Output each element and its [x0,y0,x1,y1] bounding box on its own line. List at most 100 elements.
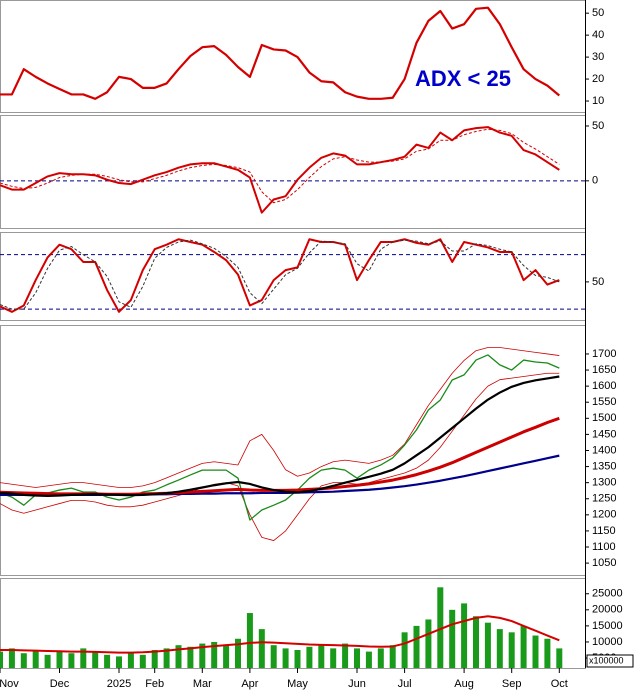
y-tick-label: 50 [592,120,604,132]
volume-bar [92,651,99,668]
volume-bar [389,645,396,668]
volume-bar [294,650,301,668]
y-tick-label: 1550 [592,396,616,408]
volume-bar [104,654,111,668]
series-line [0,375,560,497]
x-tick-label: Jul [398,678,412,690]
series-line [0,239,560,310]
y-tick-label: 30 [592,51,604,63]
volume-bar [401,632,408,668]
x-tick-label: Feb [145,678,164,690]
volume-bar [282,648,289,668]
volume-bar [270,645,277,668]
x-tick-label: Sep [502,678,522,690]
y-tick-label: 20 [592,73,604,85]
volume-bar [496,629,503,668]
y-tick-label: 25000 [592,588,623,600]
y-tick-label: 15000 [592,620,623,632]
y-tick-label: 0 [592,175,598,187]
x-tick-label: 2025 [107,678,131,690]
volume-bar [8,648,15,668]
volume-bar [187,646,194,668]
y-tick-label: 20000 [592,604,623,616]
volume-bar [20,653,27,668]
volume-bar [80,648,87,668]
volume-bar [532,635,539,668]
unit-label: x100000 [589,655,624,665]
y-tick-label: 10000 [592,636,623,648]
series-line [0,372,560,541]
x-tick-label: Oct [551,678,568,690]
y-tick-label: 1300 [592,477,616,489]
series-line [0,615,560,654]
volume-bar [330,648,337,668]
x-tick-label: Aug [454,678,474,690]
volume-bar [520,625,527,668]
volume-bar [246,613,253,668]
y-tick-label: 1150 [592,525,616,537]
volume-bar [175,645,182,668]
y-tick-label: 1200 [592,509,616,521]
y-tick-label: 1100 [592,541,616,553]
x-tick-label: Nov [0,678,19,690]
volume-bar [306,646,313,668]
volume-bar [151,650,158,668]
volume-bar [223,645,230,668]
annotation: ADX < 25 [415,66,511,91]
volume-bar [68,653,75,668]
x-tick-label: Apr [241,678,258,690]
y-tick-label: 1650 [592,364,616,376]
volume-bar [0,651,3,668]
volume-bar [461,603,468,668]
y-tick-label: 1050 [592,557,616,569]
y-tick-label: 1250 [592,493,616,505]
volume-bar [116,656,122,668]
unit-box [586,654,634,668]
volume-bar [211,641,218,668]
series-line [0,6,561,100]
y-tick-label: 1350 [592,460,616,472]
volume-bar [44,654,51,668]
series-line [0,238,560,313]
y-tick-label: 40 [592,29,604,41]
volume-bar [258,629,265,668]
series-line [0,126,560,214]
panel [0,0,586,113]
y-tick-label: 1600 [592,380,616,392]
volume-bar [484,622,491,668]
x-tick-label: Mar [193,678,212,690]
y-tick-label: 1450 [592,428,616,440]
volume-bar [235,638,241,668]
y-tick-label: 50 [592,276,604,288]
x-tick-label: Dec [50,678,70,690]
y-tick-label: 1400 [592,444,616,456]
volume-bar [163,648,170,668]
volume-bar [127,653,134,668]
y-tick-label: 1500 [592,412,616,424]
y-tick-label: 50 [592,7,604,19]
series-line [0,347,560,488]
series-line [0,354,560,521]
volume-bar [544,638,551,668]
volume-bar [139,654,146,668]
x-tick-label: May [287,678,308,690]
volume-bar [342,643,349,668]
volume-bar [377,648,384,668]
volume-bar [473,616,479,668]
y-tick-label: 1700 [592,348,616,360]
y-tick-label: 10 [592,95,604,107]
x-tick-label: Jun [348,678,366,690]
volume-bar [354,648,360,668]
volume-bar [556,648,563,668]
series-line [0,128,560,204]
volume-bar [449,609,456,668]
panel [0,325,586,576]
volume-bar [32,650,39,668]
volume-bar [199,643,206,668]
volume-bar [56,651,63,668]
volume-bar [437,587,444,668]
volume-bar [425,619,432,668]
volume-bar [318,645,325,668]
panel [0,232,586,321]
